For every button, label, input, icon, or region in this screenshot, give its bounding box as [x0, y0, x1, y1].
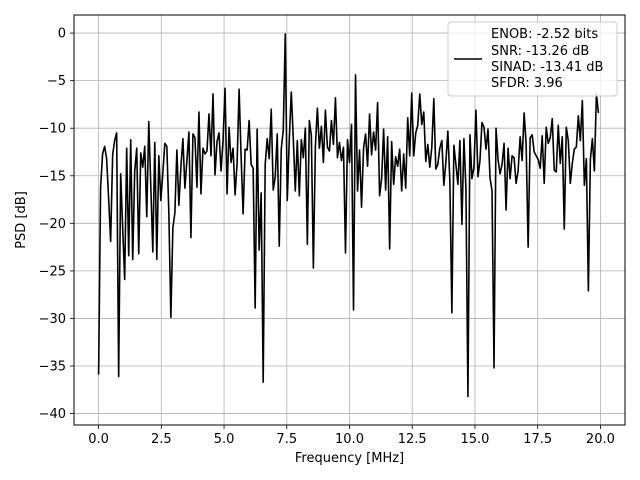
legend-box [447, 21, 618, 97]
x-tick-label: 0.0 [88, 432, 109, 447]
y-tick-label: −40 [39, 407, 66, 422]
x-tick-label: 2.5 [151, 432, 172, 447]
legend-sfdr: SFDR: 3.96 [491, 76, 563, 91]
legend: ENOB: -2.52 bits SNR: -13.26 dB SINAD: -… [447, 21, 618, 97]
x-tick-label: 10.0 [335, 432, 364, 447]
y-tick-label: −20 [39, 217, 66, 232]
series-line [97, 33, 600, 398]
y-tick-label: −35 [39, 360, 66, 375]
y-tick-label: −5 [47, 74, 66, 89]
x-tick-label: 20.0 [586, 432, 615, 447]
x-tick-label: 7.5 [276, 432, 297, 447]
legend-enob: ENOB: -2.52 bits [491, 27, 598, 42]
y-tick-label: −30 [39, 312, 66, 327]
x-tick-label: 12.5 [398, 432, 427, 447]
legend-sinad: SINAD: -13.41 dB [491, 60, 603, 75]
x-ticks: 0.0 2.5 5.0 7.5 10.0 12.5 15.0 17.5 20.0 [88, 425, 615, 447]
y-tick-label: −25 [39, 264, 66, 279]
x-tick-label: 15.0 [460, 432, 489, 447]
y-axis-label: PSD [dB] [14, 191, 29, 249]
y-ticks: 0 −5 −10 −15 −20 −25 −30 −35 −40 [39, 27, 74, 422]
x-axis-label: Frequency [MHz] [295, 451, 404, 466]
legend-snr: SNR: -13.26 dB [491, 44, 589, 59]
y-tick-label: −15 [39, 169, 66, 184]
y-tick-label: 0 [58, 27, 66, 42]
y-tick-label: −10 [39, 122, 66, 137]
x-tick-label: 17.5 [523, 432, 552, 447]
x-tick-label: 5.0 [214, 432, 235, 447]
